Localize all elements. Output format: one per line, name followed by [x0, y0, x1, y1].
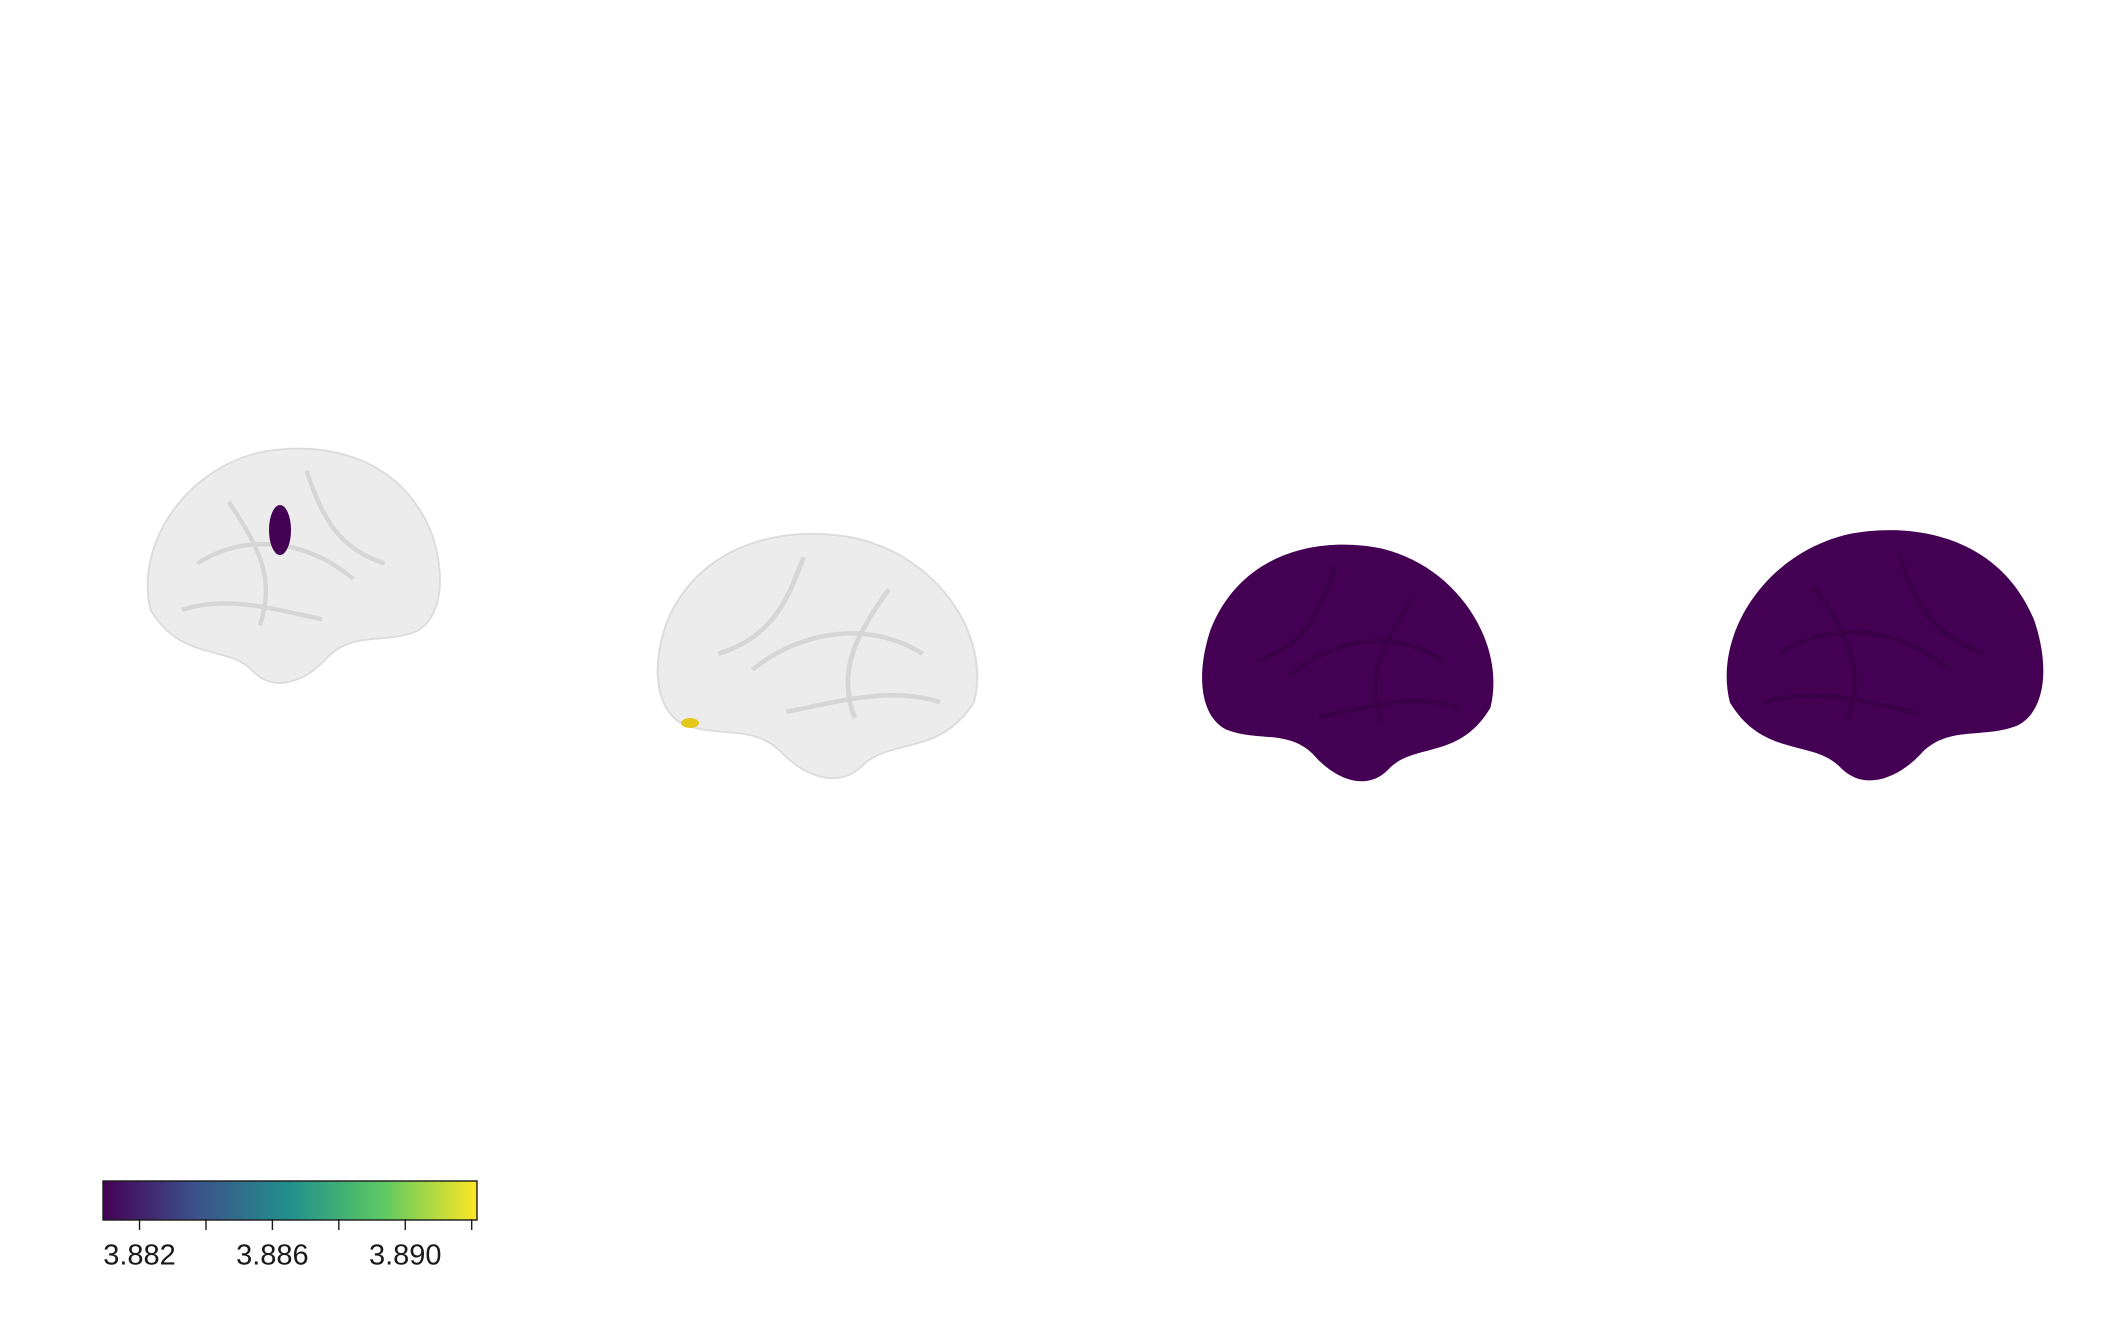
brain-medial-right — [1726, 530, 2044, 781]
brain-medial-left — [656, 532, 979, 780]
colorbar-gradient — [102, 1180, 478, 1221]
brain-lateral-left — [146, 446, 442, 685]
highlight-region — [269, 505, 291, 555]
colorbar: 3.882 3.886 3.890 — [102, 1180, 478, 1272]
highlight-region — [681, 718, 699, 728]
tick-label: 3.886 — [236, 1240, 309, 1272]
tick-label: 3.882 — [103, 1240, 176, 1272]
tick-label: 3.890 — [369, 1240, 442, 1272]
brain-lateral-right — [1202, 544, 1494, 782]
